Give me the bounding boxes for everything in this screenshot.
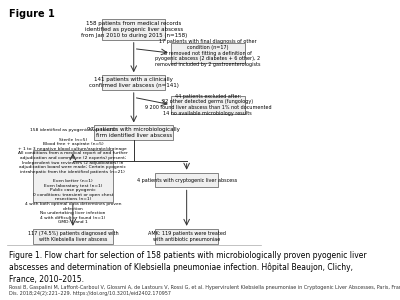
Text: 97 patients with microbiologically
firm identified liver abscess: 97 patients with microbiologically firm …	[87, 128, 180, 138]
FancyBboxPatch shape	[102, 19, 166, 40]
FancyBboxPatch shape	[33, 229, 112, 244]
FancyBboxPatch shape	[155, 172, 218, 188]
Text: Figure 1: Figure 1	[9, 9, 55, 19]
Text: 17 patients with final diagnosis of other
condition (n=17)
8 removed not fitting: 17 patients with final diagnosis of othe…	[155, 39, 260, 67]
Text: AMK: 119 patients were treated
with antibiotic pneumoniae: AMK: 119 patients were treated with anti…	[148, 231, 226, 242]
Text: 141 patients with a clinically
confirmed liver abscess (n=141): 141 patients with a clinically confirmed…	[89, 77, 179, 88]
Text: 4 patients with cryptogenic liver abscess: 4 patients with cryptogenic liver absces…	[136, 178, 237, 182]
Text: Rossi B, Gaspalini M, Laffont-Carboul V, Glossmi A, de Lastours V, Rossi G, et a: Rossi B, Gaspalini M, Laffont-Carboul V,…	[9, 285, 400, 296]
Text: 117 (74.5%) patients diagnosed with
with Klebsiella liver abscess: 117 (74.5%) patients diagnosed with with…	[28, 231, 118, 242]
FancyBboxPatch shape	[171, 43, 245, 63]
Text: 158 identified as pyogenic liver (n=21)

Sterile (n=5)
Blood free + aspirate (n=: 158 identified as pyogenic liver (n=21) …	[18, 128, 128, 224]
FancyBboxPatch shape	[102, 75, 166, 90]
FancyBboxPatch shape	[94, 125, 174, 140]
Text: Figure 1. Flow chart for selection of 158 patients with microbiologically proven: Figure 1. Flow chart for selection of 15…	[9, 251, 367, 284]
Text: 44 patients excluded after:
22 other detected germs (fungology)
9 200 found live: 44 patients excluded after: 22 other det…	[144, 94, 271, 116]
FancyBboxPatch shape	[155, 229, 218, 244]
Text: 158 patients from medical records
identified as pyogenic liver abscess
from Jan : 158 patients from medical records identi…	[80, 21, 187, 38]
FancyBboxPatch shape	[171, 96, 245, 114]
FancyBboxPatch shape	[33, 151, 112, 202]
